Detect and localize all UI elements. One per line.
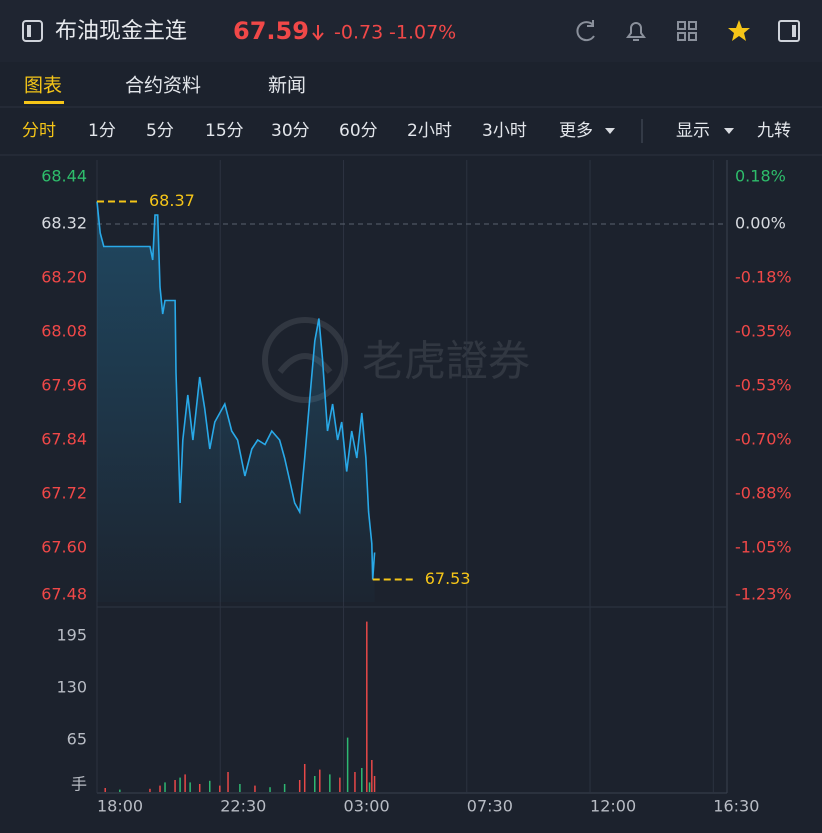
y2-tick-label: -0.88% bbox=[735, 483, 792, 502]
volume-bar bbox=[298, 780, 301, 792]
period[interactable]: 1分 bbox=[88, 121, 116, 141]
volume-bar bbox=[174, 780, 176, 792]
volume-bar bbox=[354, 772, 356, 792]
volume-bar bbox=[198, 784, 201, 792]
favorite-icon[interactable] bbox=[728, 20, 750, 41]
price-line bbox=[96, 201, 376, 580]
layout-icon[interactable] bbox=[677, 21, 697, 41]
y-tick-label: 65 bbox=[67, 730, 87, 749]
y-tick-label: 67.60 bbox=[41, 538, 87, 557]
back-icon-bar bbox=[27, 25, 31, 37]
y-tick-label: 130 bbox=[56, 678, 87, 697]
period[interactable]: 更多 bbox=[559, 121, 593, 141]
tab[interactable]: 合约资料 bbox=[125, 75, 201, 97]
tab[interactable]: 新闻 bbox=[268, 75, 306, 97]
x-tick-label: 16:30 bbox=[713, 797, 759, 816]
volume-bar bbox=[303, 764, 306, 792]
y-tick-label: 67.48 bbox=[41, 585, 87, 604]
y-tick-label: 68.44 bbox=[41, 167, 87, 186]
y-tick-label: 68.32 bbox=[41, 214, 87, 233]
y-unit: 手 bbox=[71, 775, 87, 794]
watermark-text: 老虎證券 bbox=[362, 337, 530, 386]
y2-tick-label: -0.70% bbox=[735, 430, 792, 449]
y2-tick-label: -0.53% bbox=[735, 375, 792, 394]
volume-bar bbox=[239, 784, 241, 792]
y-tick-label: 68.08 bbox=[41, 322, 87, 341]
x-tick-label: 18:00 bbox=[97, 797, 143, 816]
y2-tick-label: -1.23% bbox=[735, 585, 792, 604]
volume-bar bbox=[339, 777, 341, 792]
volume-bar bbox=[269, 787, 271, 792]
y2-tick-label: -0.18% bbox=[735, 267, 792, 286]
volume-bar bbox=[319, 769, 321, 792]
more-caret bbox=[605, 128, 615, 134]
period[interactable]: 分时 bbox=[22, 121, 56, 141]
refresh-icon[interactable] bbox=[576, 20, 595, 42]
volume-bar bbox=[149, 788, 151, 792]
y2-tick-label: -0.35% bbox=[735, 321, 792, 340]
price-change: -0.73 bbox=[334, 22, 383, 44]
period[interactable]: 60分 bbox=[339, 121, 378, 141]
volume-bar bbox=[329, 774, 331, 792]
panel-icon[interactable] bbox=[778, 20, 800, 42]
alert-icon[interactable] bbox=[626, 22, 646, 41]
price-change-pct: -1.07% bbox=[389, 22, 456, 44]
tab[interactable]: 图表 bbox=[24, 75, 62, 97]
tab-underline bbox=[24, 101, 64, 104]
volume-bar bbox=[366, 621, 368, 792]
volume-bar bbox=[179, 777, 181, 792]
volume-bar bbox=[373, 776, 376, 792]
period[interactable]: 30分 bbox=[271, 121, 310, 141]
extreme-label: 67.53 bbox=[425, 569, 471, 588]
y-tick-label: 67.72 bbox=[41, 484, 87, 503]
volume-bar bbox=[283, 784, 286, 792]
volume-bar bbox=[314, 776, 316, 792]
period[interactable]: 15分 bbox=[205, 121, 244, 141]
volume-bar bbox=[189, 782, 191, 792]
volume-bar bbox=[164, 782, 166, 792]
volume-bar bbox=[227, 772, 229, 792]
volume-bar bbox=[119, 789, 121, 792]
volume-bar bbox=[104, 788, 106, 792]
volume-bar bbox=[361, 768, 363, 792]
x-tick-label: 03:00 bbox=[344, 797, 390, 816]
period[interactable]: 2小时 bbox=[407, 121, 452, 141]
option[interactable]: 九转 bbox=[757, 121, 791, 141]
x-tick-label: 12:00 bbox=[590, 797, 636, 816]
down-arrow bbox=[312, 25, 324, 41]
watermark-logo bbox=[262, 317, 348, 403]
y-tick-label: 67.84 bbox=[41, 430, 87, 449]
period[interactable]: 3小时 bbox=[482, 121, 527, 141]
header-bar bbox=[0, 0, 822, 62]
y2-tick-label: -1.05% bbox=[735, 538, 792, 557]
volume-bar bbox=[254, 785, 256, 792]
y2-tick-label: 0.18% bbox=[735, 167, 786, 186]
x-tick-label: 22:30 bbox=[220, 797, 266, 816]
last-price: 67.59 bbox=[233, 17, 309, 45]
option[interactable]: 显示 bbox=[676, 121, 710, 141]
x-tick-label: 07:30 bbox=[467, 797, 513, 816]
volume-bar bbox=[346, 737, 349, 792]
y-tick-label: 68.20 bbox=[41, 268, 87, 287]
panel-icon-bar bbox=[792, 25, 796, 37]
volume-bar bbox=[219, 785, 221, 792]
volume-bar bbox=[371, 760, 373, 792]
volume-bar bbox=[368, 782, 371, 792]
display-caret bbox=[724, 128, 734, 134]
y-tick-label: 67.96 bbox=[41, 376, 87, 395]
back-icon[interactable] bbox=[22, 20, 43, 42]
period[interactable]: 5分 bbox=[146, 121, 174, 141]
price-area bbox=[97, 201, 375, 602]
y2-tick-label: 0.00% bbox=[735, 213, 786, 232]
instrument-name: 布油现金主连 bbox=[55, 19, 187, 44]
y-tick-label: 195 bbox=[56, 626, 87, 645]
volume-bar bbox=[159, 785, 161, 792]
volume-bar bbox=[184, 774, 186, 792]
volume-bar bbox=[209, 780, 211, 792]
extreme-label: 68.37 bbox=[149, 191, 195, 210]
